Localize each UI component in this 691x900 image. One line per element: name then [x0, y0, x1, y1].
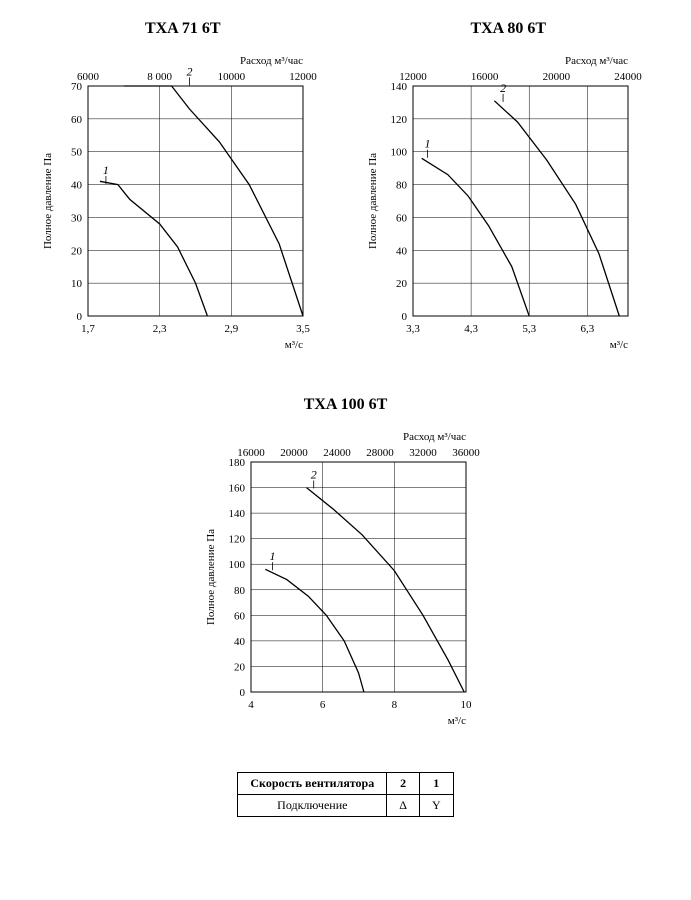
svg-text:160: 160 [228, 483, 245, 495]
svg-text:20: 20 [71, 245, 83, 257]
svg-text:50: 50 [71, 147, 83, 159]
svg-text:32000: 32000 [409, 447, 437, 459]
svg-text:20000: 20000 [280, 447, 308, 459]
svg-text:140: 140 [228, 508, 245, 520]
legend-row2-label: Подключение [238, 795, 387, 817]
svg-text:8: 8 [391, 699, 397, 711]
legend-header: Скорость вентилятора [238, 773, 387, 795]
svg-text:6: 6 [319, 699, 325, 711]
svg-text:м³/с: м³/с [447, 715, 465, 727]
svg-text:20: 20 [396, 278, 408, 290]
svg-text:40: 40 [396, 245, 408, 257]
svg-text:0: 0 [239, 687, 245, 699]
svg-text:36000: 36000 [452, 447, 480, 459]
svg-text:60: 60 [396, 212, 408, 224]
svg-text:4,3: 4,3 [464, 323, 478, 335]
bottom-row: TXA 100 6T 02040608010012014016018046810… [20, 396, 671, 742]
legend-row2-val-1: Y [419, 795, 453, 817]
svg-text:120: 120 [391, 114, 408, 126]
svg-text:6000: 6000 [77, 71, 100, 83]
svg-text:Полное давление Па: Полное давление Па [205, 529, 217, 625]
chart-svg-2: 0204060801001201401601804681016000200002… [196, 422, 496, 742]
svg-text:20000: 20000 [543, 71, 571, 83]
chart-title-0: TXA 71 6T [145, 20, 221, 38]
svg-text:Полное давление Па: Полное давление Па [42, 153, 54, 249]
svg-text:0: 0 [76, 311, 82, 323]
svg-text:100: 100 [391, 147, 408, 159]
svg-text:60: 60 [71, 114, 83, 126]
svg-text:80: 80 [396, 180, 408, 192]
svg-text:3,5: 3,5 [296, 323, 310, 335]
svg-text:2,9: 2,9 [224, 323, 238, 335]
svg-text:2,3: 2,3 [153, 323, 167, 335]
svg-text:м³/с: м³/с [285, 339, 303, 351]
svg-text:2: 2 [310, 467, 316, 481]
top-row: TXA 71 6T 0102030405060701,72,32,93,5600… [20, 20, 671, 366]
svg-text:40: 40 [234, 636, 246, 648]
svg-text:5,3: 5,3 [523, 323, 537, 335]
svg-text:12000: 12000 [289, 71, 317, 83]
svg-text:12000: 12000 [400, 71, 428, 83]
chart-0: TXA 71 6T 0102030405060701,72,32,93,5600… [33, 20, 333, 366]
svg-text:2: 2 [500, 81, 506, 95]
svg-text:16000: 16000 [237, 447, 265, 459]
svg-text:10: 10 [460, 699, 472, 711]
chart-2: TXA 100 6T 02040608010012014016018046810… [196, 396, 496, 742]
svg-text:Расход м³/час: Расход м³/час [565, 55, 628, 67]
svg-text:120: 120 [228, 534, 245, 546]
svg-text:24000: 24000 [615, 71, 643, 83]
svg-text:6,3: 6,3 [581, 323, 595, 335]
svg-text:4: 4 [248, 699, 254, 711]
svg-text:3,3: 3,3 [406, 323, 420, 335]
chart-svg-1: 0204060801001201403,34,35,36,31200016000… [358, 46, 658, 366]
svg-text:16000: 16000 [471, 71, 499, 83]
svg-text:Расход м³/час: Расход м³/час [403, 431, 466, 443]
svg-text:100: 100 [228, 559, 245, 571]
svg-text:1,7: 1,7 [81, 323, 95, 335]
svg-text:40: 40 [71, 180, 83, 192]
svg-text:80: 80 [234, 585, 246, 597]
chart-title-1: TXA 80 6T [470, 20, 546, 38]
svg-text:10: 10 [71, 278, 83, 290]
chart-title-2: TXA 100 6T [304, 396, 388, 414]
svg-text:Полное давление Па: Полное давление Па [367, 153, 379, 249]
svg-text:60: 60 [234, 610, 246, 622]
chart-svg-0: 0102030405060701,72,32,93,560008 0001000… [33, 46, 333, 366]
legend-row2-val-0: Δ [387, 795, 420, 817]
svg-text:24000: 24000 [323, 447, 351, 459]
svg-text:1: 1 [269, 549, 275, 563]
legend-table: Скорость вентилятора 2 1 Подключение Δ Y [237, 772, 453, 817]
svg-text:1: 1 [103, 163, 109, 177]
legend-col-1: 1 [419, 773, 453, 795]
svg-text:1: 1 [425, 137, 431, 151]
svg-text:м³/с: м³/с [610, 339, 628, 351]
svg-text:Расход м³/час: Расход м³/час [240, 55, 303, 67]
svg-text:20: 20 [234, 661, 246, 673]
svg-text:28000: 28000 [366, 447, 394, 459]
chart-1: TXA 80 6T 0204060801001201403,34,35,36,3… [358, 20, 658, 366]
svg-text:10000: 10000 [217, 71, 245, 83]
svg-text:0: 0 [402, 311, 408, 323]
legend-col-0: 2 [387, 773, 420, 795]
svg-text:8 000: 8 000 [147, 71, 172, 83]
svg-text:30: 30 [71, 212, 83, 224]
svg-text:2: 2 [186, 64, 192, 78]
